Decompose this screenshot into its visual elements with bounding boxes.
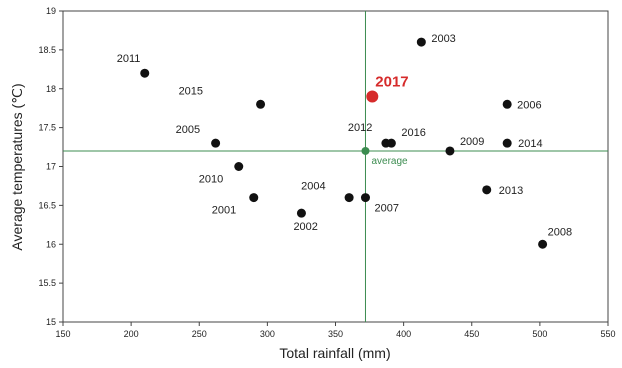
x-tick-label: 450 — [464, 329, 479, 339]
data-point-2008 — [538, 239, 548, 249]
data-point-2003 — [416, 37, 426, 47]
data-point-label-2001: 2001 — [212, 205, 236, 217]
plot-frame — [62, 10, 609, 323]
data-point-label-2011: 2011 — [117, 53, 141, 65]
data-point-2006 — [502, 99, 512, 109]
data-points: 2011 2015 2005 2010 2001 2002 2004 2007 2012 2016… — [117, 33, 572, 249]
data-point-label-2002: 2002 — [293, 221, 317, 233]
data-point-label-2007: 2007 — [374, 203, 398, 215]
data-point-label-2016: 2016 — [401, 127, 425, 139]
data-point-label-2015: 2015 — [179, 85, 203, 97]
y-tick-label: 18 — [46, 84, 56, 94]
data-point-2011 — [140, 68, 150, 78]
data-point-label-2012: 2012 — [348, 122, 372, 134]
data-point-2013 — [482, 185, 492, 195]
highlight-point-2017 — [366, 90, 379, 103]
y-tick-label: 15 — [46, 317, 56, 327]
x-tick-label: 300 — [260, 329, 275, 339]
data-point-2014 — [502, 138, 512, 148]
y-tick-label: 19 — [46, 6, 56, 16]
x-tick-label: 200 — [124, 329, 139, 339]
y-tick-label: 18.5 — [38, 45, 56, 55]
average-label: average — [371, 156, 408, 167]
data-point-2015 — [256, 99, 266, 109]
data-point-2016 — [386, 138, 396, 148]
x-tick-label: 400 — [396, 329, 411, 339]
data-point-label-2003: 2003 — [431, 33, 455, 45]
average-reference-lines — [63, 11, 608, 322]
data-point-2005 — [211, 138, 221, 148]
average-point — [361, 146, 370, 155]
x-tick-label: 150 — [55, 329, 70, 339]
y-axis-ticks: 15 15.5 16 16.5 17 17.5 18 18.5 19 — [38, 6, 63, 327]
x-tick-label: 550 — [600, 329, 615, 339]
y-tick-label: 17 — [46, 162, 56, 172]
data-point-label-2008: 2008 — [548, 226, 572, 238]
data-point-label-2006: 2006 — [517, 99, 541, 111]
data-point-2009 — [445, 146, 455, 156]
y-tick-label: 16 — [46, 239, 56, 249]
data-point-2001 — [249, 193, 259, 203]
data-point-label-2005: 2005 — [176, 124, 200, 136]
x-tick-label: 500 — [532, 329, 547, 339]
x-axis-ticks: 150 200 250 300 350 400 450 500 550 — [55, 322, 616, 339]
data-point-label-2009: 2009 — [460, 136, 484, 148]
x-tick-label: 350 — [328, 329, 343, 339]
data-point-label-2010: 2010 — [199, 174, 223, 186]
y-axis-label: Average temperatures (℃) — [9, 83, 25, 250]
data-point-2007 — [360, 193, 370, 203]
data-point-2004 — [344, 193, 354, 203]
highlight-label-2017: 2017 — [375, 74, 408, 91]
data-point-2010 — [234, 162, 244, 171]
y-tick-label: 17.5 — [38, 123, 56, 133]
data-point-label-2013: 2013 — [499, 185, 523, 197]
x-tick-label: 250 — [192, 329, 207, 339]
data-point-label-2004: 2004 — [301, 181, 325, 193]
data-point-label-2014: 2014 — [518, 138, 542, 150]
y-tick-label: 16.5 — [38, 200, 56, 210]
x-axis-label: Total rainfall (mm) — [279, 345, 390, 361]
y-tick-label: 15.5 — [38, 278, 56, 288]
data-point-2002 — [296, 208, 306, 218]
